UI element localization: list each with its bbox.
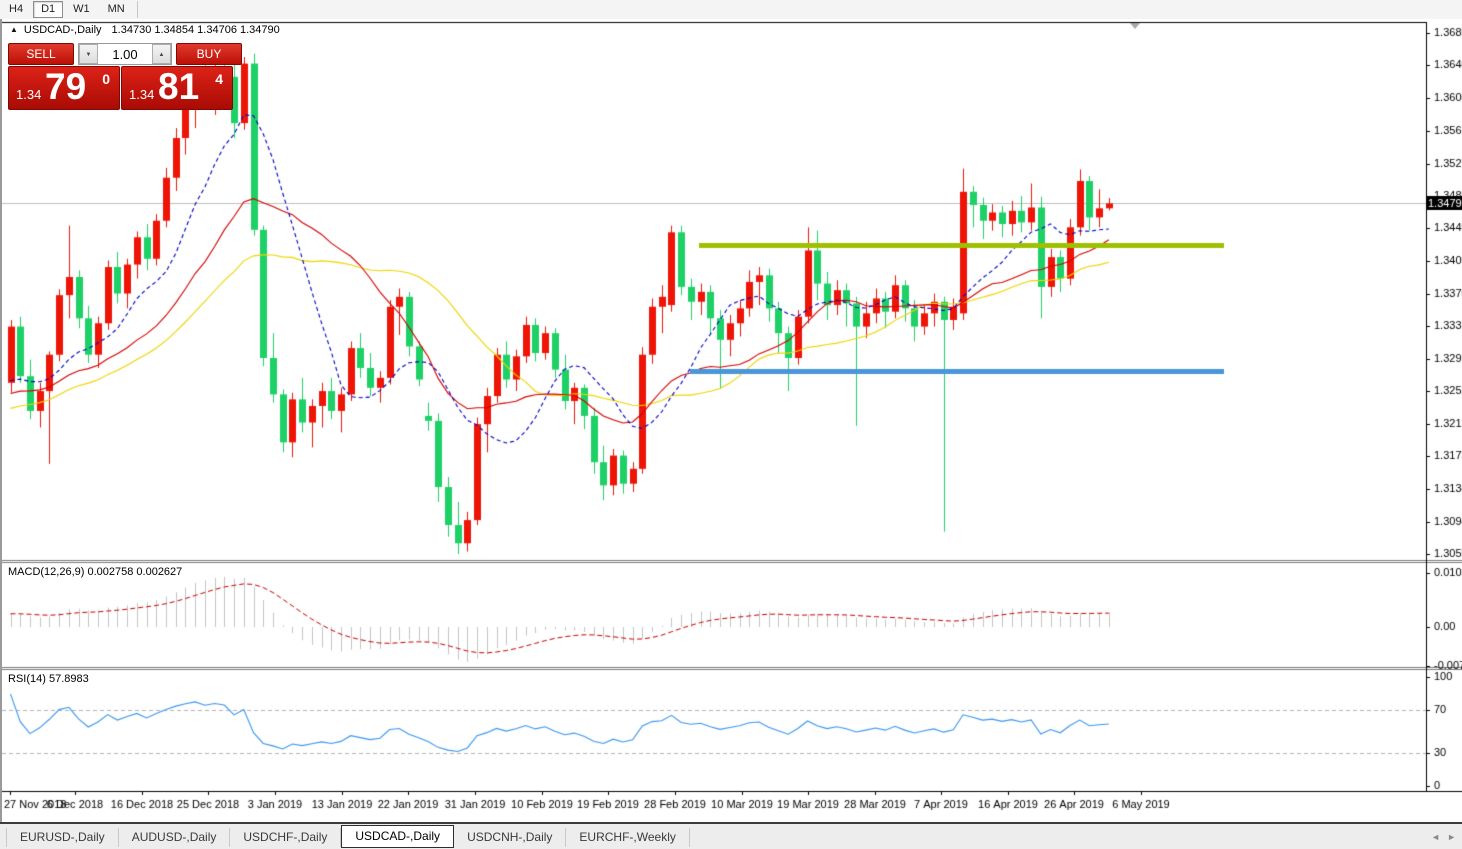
volume-increase-icon[interactable]: ▲ — [152, 44, 171, 64]
volume-input[interactable] — [98, 44, 152, 64]
bid-big-figure: 1.34 — [16, 87, 42, 102]
bid-price-button[interactable]: 1.34 79 0 — [8, 66, 120, 110]
chart-tab-usdcnh[interactable]: USDCNH-,Daily — [454, 828, 567, 847]
chart-canvas[interactable] — [2, 19, 1462, 822]
chart-title: ▲ USDCAD-,Daily 1.34730 1.34854 1.34706 1.… — [10, 24, 280, 36]
ask-pips: 81 — [158, 66, 200, 107]
timeframe-toolbar: H4 D1 W1 MN — [0, 0, 1462, 20]
chart-symbol-label: USDCAD-,Daily — [23, 24, 102, 36]
chart-tab-eurusd[interactable]: EURUSD-,Daily — [6, 828, 119, 847]
rsi-indicator-label: RSI(14) 57.8983 — [8, 673, 89, 685]
chart-tabs-bar: EURUSD-,Daily AUDUSD-,Daily USDCHF-,Daily U… — [0, 822, 1462, 849]
buy-button[interactable]: BUY — [176, 43, 242, 65]
period-button-d1[interactable]: D1 — [33, 1, 64, 18]
period-button-w1[interactable]: W1 — [73, 3, 90, 15]
ask-big-figure: 1.34 — [129, 87, 155, 102]
macd-indicator-label: MACD(12,26,9) 0.002758 0.002627 — [8, 566, 183, 578]
chart-tab-audusd[interactable]: AUDUSD-,Daily — [119, 828, 231, 847]
volume-stepper: ▼ ▲ — [78, 43, 172, 65]
chart-tab-usdchf[interactable]: USDCHF-,Daily — [230, 828, 342, 847]
tabs-scroll-left-icon[interactable]: ◄ — [1431, 832, 1440, 842]
one-click-trade-panel: SELL ▼ ▲ BUY 1.34 79 0 1.34 81 4 — [8, 43, 242, 110]
bid-pips: 79 — [45, 66, 87, 107]
sell-button[interactable]: SELL — [8, 43, 74, 65]
volume-decrease-icon[interactable]: ▼ — [79, 44, 98, 64]
chart-ohlc-label: 1.34730 1.34854 1.34706 1.34790 — [111, 24, 280, 36]
chart-window: ▲ USDCAD-,Daily 1.34730 1.34854 1.34706 1.… — [0, 19, 1462, 822]
ask-pipette: 4 — [215, 71, 223, 87]
period-button-mn[interactable]: MN — [107, 3, 125, 15]
tabs-scroll-right-icon[interactable]: ► — [1447, 832, 1456, 842]
bid-pipette: 0 — [102, 71, 110, 87]
chart-tab-eurchf[interactable]: EURCHF-,Weekly — [566, 828, 690, 847]
chart-tab-usdcad[interactable]: USDCAD-,Daily — [341, 825, 455, 848]
ask-price-button[interactable]: 1.34 81 4 — [121, 66, 233, 110]
collapse-panel-icon[interactable]: ▲ — [10, 25, 18, 34]
period-button-h4[interactable]: H4 — [9, 3, 24, 15]
toolbar-separator — [136, 1, 138, 18]
